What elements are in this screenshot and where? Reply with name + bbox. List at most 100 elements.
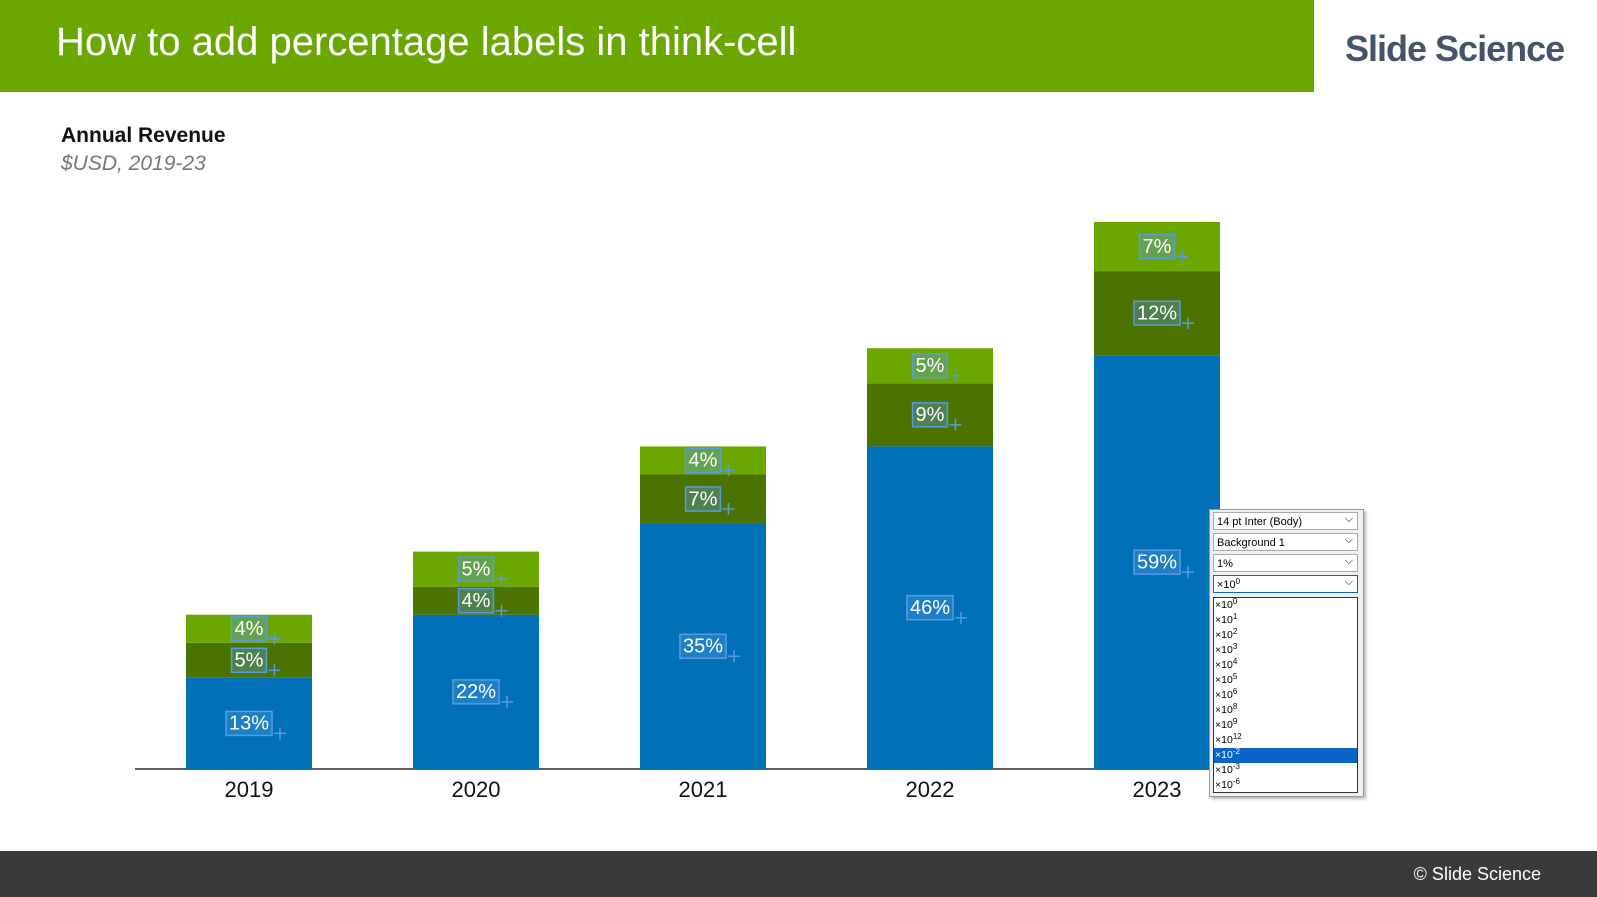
x-tick-label: 2020 — [452, 777, 501, 802]
move-handle — [1182, 317, 1195, 330]
label-toolbar: 14 pt Inter (Body) Background 1 1% ×100 … — [1209, 509, 1364, 797]
option-base: ×10 — [1215, 614, 1233, 626]
label-selection — [684, 447, 722, 474]
move-handle — [722, 503, 735, 516]
x-tick-label: 2023 — [1133, 777, 1182, 802]
option-base: ×10 — [1215, 674, 1233, 686]
magnitude-option[interactable]: ×10-3 — [1214, 763, 1357, 778]
option-base: ×10 — [1215, 689, 1233, 701]
bar-segment — [640, 474, 766, 524]
option-exponent: 0 — [1232, 597, 1238, 606]
option-exponent: 4 — [1232, 657, 1238, 666]
magnitude-option[interactable]: ×101 — [1214, 613, 1357, 628]
value-label: 46% — [910, 597, 950, 619]
font-dropdown[interactable]: 14 pt Inter (Body) — [1213, 510, 1358, 530]
option-base: ×10 — [1215, 719, 1233, 731]
option-exponent: -3 — [1232, 762, 1240, 771]
bar-segment — [413, 586, 539, 615]
option-exponent: 9 — [1232, 717, 1238, 726]
option-exponent: 12 — [1232, 732, 1242, 741]
magnitude-option[interactable]: ×1012 — [1214, 733, 1357, 748]
magnitude-dropdown[interactable]: ×100 — [1213, 573, 1358, 593]
value-label: 4% — [689, 450, 718, 472]
value-label: 59% — [1137, 551, 1177, 573]
option-base: ×10 — [1215, 749, 1233, 761]
move-handle — [501, 695, 514, 708]
magnitude-option[interactable]: ×104 — [1214, 658, 1357, 673]
label-selection — [1133, 549, 1181, 575]
magnitude-option[interactable]: ×102 — [1214, 628, 1357, 643]
bar-segment — [867, 446, 993, 769]
option-exponent: -2 — [1232, 747, 1240, 756]
option-base: ×10 — [1215, 644, 1233, 656]
option-exponent: 1 — [1232, 612, 1238, 621]
format-dropdown[interactable]: 1% — [1213, 552, 1358, 572]
magnitude-option[interactable]: ×105 — [1214, 673, 1357, 688]
option-base: ×10 — [1215, 764, 1233, 776]
label-selection — [911, 353, 949, 379]
value-label: 7% — [1143, 236, 1172, 258]
move-handle — [949, 418, 962, 431]
bar-segment — [867, 383, 993, 447]
label-selection — [457, 556, 495, 582]
move-handle — [949, 369, 962, 382]
label-selection — [1138, 233, 1176, 260]
move-handle — [268, 632, 281, 645]
label-selection — [230, 647, 268, 674]
option-base: ×10 — [1215, 779, 1233, 791]
value-label: 22% — [456, 681, 496, 703]
magnitude-list: ×100 ×101 ×102 ×103 ×104 ×105 ×106 ×108 ×109 ×101… — [1213, 597, 1358, 793]
move-handle — [955, 611, 968, 624]
bar-segment — [413, 614, 539, 769]
value-label: 12% — [1137, 302, 1177, 324]
move-handle — [495, 573, 508, 586]
magnitude-option[interactable]: ×109 — [1214, 718, 1357, 733]
footer-text: © Slide Science — [1413, 864, 1541, 884]
move-handle — [722, 464, 735, 477]
page-title: How to add percentage labels in think-ce… — [56, 20, 797, 64]
value-label: 9% — [916, 404, 945, 426]
label-selection — [457, 587, 495, 614]
label-selection — [225, 710, 273, 737]
value-label: 13% — [229, 713, 269, 735]
color-dropdown[interactable]: Background 1 — [1213, 531, 1358, 551]
magnitude-option[interactable]: ×10-2 — [1214, 748, 1357, 763]
value-label: 5% — [916, 355, 945, 377]
label-selection — [679, 633, 727, 660]
magnitude-option[interactable]: ×103 — [1214, 643, 1357, 658]
chart-title: Annual Revenue — [61, 124, 226, 147]
option-exponent: 2 — [1232, 627, 1238, 636]
magnitude-option[interactable]: ×10-6 — [1214, 778, 1357, 793]
label-selection — [684, 486, 722, 512]
option-base: ×10 — [1215, 629, 1233, 641]
label-selection — [906, 594, 954, 621]
option-exponent: 3 — [1232, 642, 1238, 651]
magnitude-option[interactable]: ×106 — [1214, 688, 1357, 703]
option-base: ×10 — [1215, 734, 1233, 746]
label-selection — [452, 679, 500, 705]
value-label: 35% — [683, 636, 723, 658]
magnitude-option[interactable]: ×108 — [1214, 703, 1357, 718]
chart-subtitle: $USD, 2019-23 — [61, 152, 206, 175]
move-handle — [1182, 566, 1195, 579]
magnitude-exponent: 0 — [1235, 577, 1241, 586]
option-base: ×10 — [1215, 704, 1233, 716]
move-handle — [274, 727, 287, 740]
x-tick-label: 2021 — [679, 777, 728, 802]
magnitude-base: ×10 — [1217, 579, 1236, 591]
x-tick-label: 2019 — [225, 777, 274, 802]
value-label: 5% — [462, 558, 491, 580]
option-base: ×10 — [1215, 659, 1233, 671]
header-bar: How to add percentage labels in think-ce… — [0, 0, 1314, 92]
bar-segment — [640, 523, 766, 769]
value-label: 7% — [689, 488, 718, 510]
value-label: 5% — [235, 650, 264, 672]
bar-segment — [186, 614, 312, 643]
magnitude-option[interactable]: ×100 — [1214, 598, 1357, 613]
x-tick-label: 2022 — [906, 777, 955, 802]
label-selection — [911, 402, 949, 428]
option-exponent: 5 — [1232, 672, 1238, 681]
move-handle — [495, 604, 508, 617]
